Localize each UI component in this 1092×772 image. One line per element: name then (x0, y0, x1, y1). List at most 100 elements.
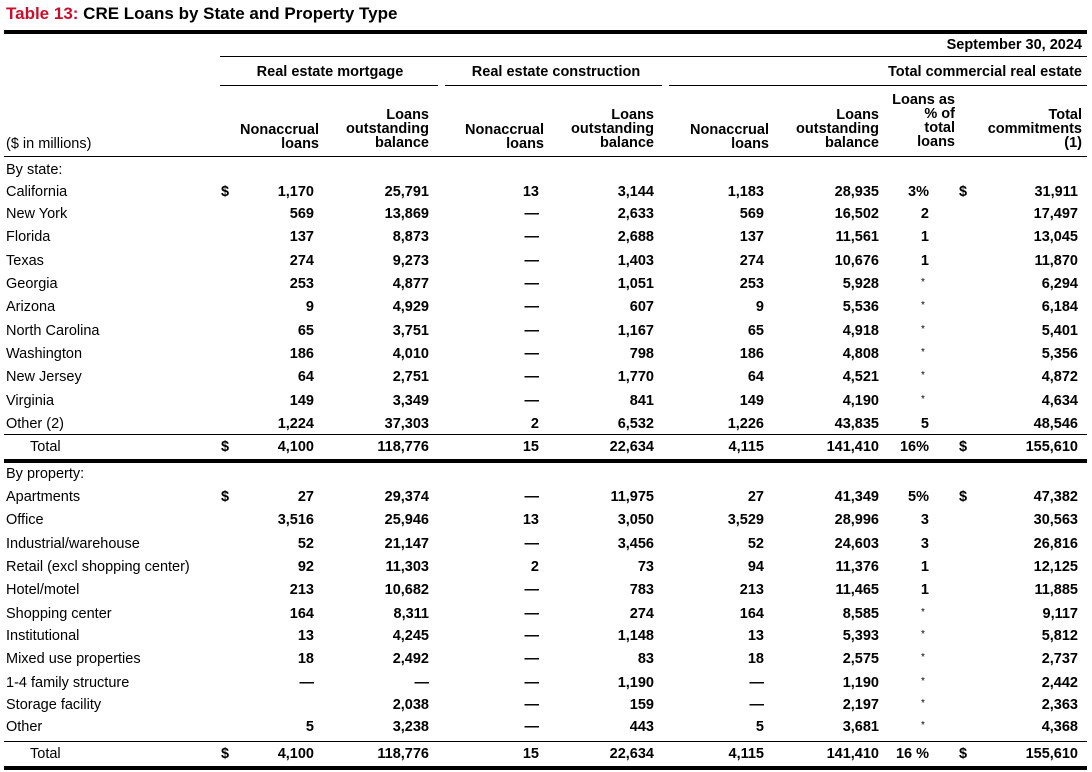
total-row-label: Total (30, 746, 61, 762)
cell-m-bal: 8,311 (393, 606, 430, 622)
row-label: 1-4 family structure (6, 675, 130, 691)
cell-t-na: 149 (739, 393, 764, 409)
cell-c-na: — (524, 489, 540, 505)
row-label: Mixed use properties (6, 651, 141, 667)
row-label: North Carolina (6, 323, 100, 339)
col-header-construction-nonaccrual: Nonaccrual loans (465, 122, 544, 152)
cell-t-na: 253 (739, 276, 764, 292)
cell-m-na: 137 (289, 229, 314, 245)
total-rule (4, 741, 1087, 742)
group-header-total: Total commercial real estate (888, 64, 1082, 80)
cell-t-na: 4,115 (728, 439, 765, 455)
cell-m-bal: 25,946 (384, 512, 429, 528)
cell-m-bal: 3,751 (392, 323, 429, 339)
cell-t-bal: 141,410 (826, 746, 879, 762)
group-rule-total (669, 85, 1087, 86)
cell-commit: 26,816 (1033, 536, 1078, 552)
cell-c-na: — (524, 628, 540, 644)
cell-commit: 47,382 (1033, 489, 1078, 505)
cell-t-bal: 4,918 (842, 323, 879, 339)
cell-m-bal: 2,038 (392, 697, 429, 713)
cell-m-na: 1,224 (277, 416, 314, 432)
cell-m-na: 186 (289, 346, 314, 362)
cell-pct: * (921, 720, 925, 731)
cell-commit: 6,294 (1041, 276, 1078, 292)
cell-t-bal: 4,521 (842, 369, 879, 385)
cell-m-bal: 37,303 (384, 416, 429, 432)
cell-t-na: 27 (747, 489, 764, 505)
col-header-line: Nonaccrual (465, 122, 544, 138)
cell-c-na: — (524, 606, 540, 622)
cell-t-na: 64 (747, 369, 764, 385)
cell-m-na: 569 (289, 206, 314, 222)
col-header-line: (1) (1064, 135, 1082, 151)
cell-t-bal: 4,190 (842, 393, 879, 409)
cell-c-na: 2 (530, 416, 539, 432)
cell-commit: 9,117 (1042, 606, 1079, 622)
cell-t-bal: 10,676 (834, 253, 879, 269)
cell-c-bal: 1,403 (617, 253, 654, 269)
cell-pct: * (921, 277, 925, 288)
col-header-line: balance (600, 135, 654, 151)
row-label: Office (6, 512, 44, 528)
cell-pct: * (921, 300, 925, 311)
cell-m-bal: 10,682 (384, 582, 429, 598)
row-label: California (6, 184, 68, 200)
cell-pct: 3 (920, 512, 929, 528)
cell-t-na: 164 (739, 606, 764, 622)
cell-t-bal: 41,349 (834, 489, 879, 505)
cell-t-bal: 5,928 (842, 276, 879, 292)
group-header-mortgage: Real estate mortgage (256, 64, 404, 80)
cell-commit: 11,885 (1034, 582, 1078, 598)
col-header-mortgage-nonaccrual: Nonaccrual loans (240, 123, 319, 152)
cell-m-bal: 11,303 (385, 559, 429, 575)
dollar-sign: $ (221, 489, 230, 505)
cell-t-bal: 5,393 (842, 628, 879, 644)
row-label: Institutional (6, 628, 80, 644)
cell-c-na: 15 (522, 746, 539, 762)
cell-c-bal: 6,532 (617, 416, 654, 432)
cell-m-bal: 4,929 (392, 299, 429, 315)
cell-t-na: — (749, 675, 765, 691)
col-header-commitments: Total commitments (1) (988, 108, 1082, 151)
cell-c-bal: 1,167 (617, 323, 654, 339)
col-header-line: loans (917, 134, 955, 150)
col-header-line: Nonaccrual (690, 122, 769, 138)
cell-c-bal: 443 (629, 719, 654, 735)
cell-c-bal: 841 (629, 393, 654, 409)
cell-m-na: 4,100 (277, 439, 314, 455)
dollar-sign: $ (221, 184, 230, 200)
cell-c-bal: 11,975 (610, 489, 654, 505)
col-header-mortgage-outstanding: Loans outstanding balance (346, 108, 429, 151)
cell-pct: * (921, 629, 925, 640)
group-rule-construction (445, 85, 662, 86)
cell-c-na: 15 (522, 439, 539, 455)
table-title: Table 13: CRE Loans by State and Propert… (6, 4, 397, 24)
cell-commit: 2,442 (1041, 675, 1078, 691)
top-rule (4, 30, 1087, 34)
cell-t-na: 186 (739, 346, 764, 362)
cell-t-bal: 141,410 (826, 439, 879, 455)
dollar-sign: $ (959, 746, 968, 762)
cell-commit: 17,497 (1033, 206, 1078, 222)
cell-commit: 4,634 (1041, 393, 1078, 409)
cell-m-na: 4,100 (277, 746, 314, 762)
row-label: Virginia (6, 393, 55, 409)
date-rule (220, 56, 1087, 57)
section-heading: By state: (6, 162, 63, 178)
cell-t-na: 18 (747, 651, 764, 667)
cell-m-bal: 9,273 (392, 253, 429, 269)
cell-t-na: 569 (739, 206, 764, 222)
cell-t-na: 4,115 (728, 746, 765, 762)
cell-m-na: — (299, 675, 315, 691)
cell-pct: 1 (920, 559, 929, 575)
cell-t-bal: 2,575 (842, 651, 879, 667)
cell-c-na: — (524, 675, 540, 691)
cell-c-na: — (524, 346, 540, 362)
cell-m-bal: 4,010 (392, 346, 429, 362)
cell-t-bal: 8,585 (842, 606, 879, 622)
cell-m-na: 253 (289, 276, 314, 292)
cell-pct: * (921, 652, 925, 663)
table-title-text: CRE Loans by State and Property Type (83, 4, 398, 23)
cell-c-bal: 2,688 (617, 229, 654, 245)
